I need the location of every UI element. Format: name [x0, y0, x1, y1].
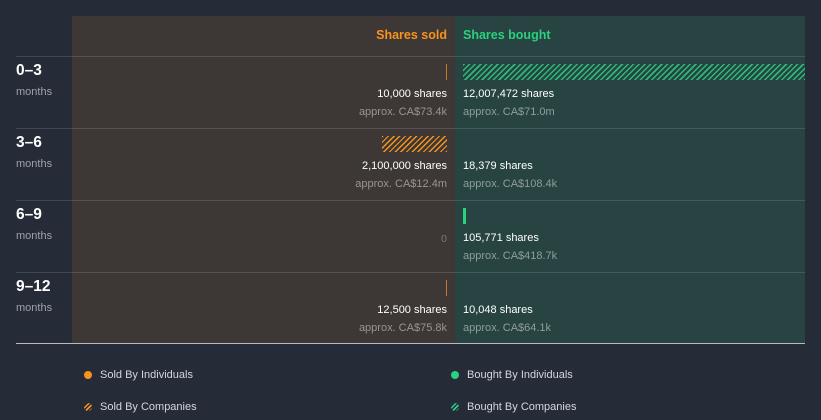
- bought-approx-value: approx. CA$108.4k: [463, 178, 558, 190]
- row-divider: [16, 200, 805, 201]
- period-unit: months: [16, 158, 53, 170]
- sold-bar-individuals[interactable]: [446, 64, 447, 80]
- shares-bought-header: Shares bought: [463, 28, 551, 42]
- green-dot-icon: [451, 371, 459, 379]
- period-row-3-6: 3–6 months 2,100,000 shares approx. CA$1…: [0, 128, 821, 200]
- bought-approx-value: approx. CA$71.0m: [463, 106, 555, 118]
- legend-label: Sold By Individuals: [100, 369, 193, 381]
- period-unit: months: [16, 302, 53, 314]
- bought-bar-individuals[interactable]: [463, 208, 466, 224]
- legend-bought-companies[interactable]: Bought By Companies: [451, 401, 576, 413]
- bought-bar-companies[interactable]: [463, 64, 805, 80]
- sold-bar-companies[interactable]: [382, 136, 447, 152]
- orange-dot-icon: [84, 371, 92, 379]
- green-hatch-icon: [451, 403, 459, 411]
- row-divider: [16, 272, 805, 273]
- legend-label: Bought By Companies: [467, 401, 577, 413]
- bought-shares-value: 12,007,472 shares: [463, 88, 555, 100]
- sold-shares-value: 12,500 shares: [377, 304, 447, 316]
- bought-approx-value: approx. CA$418.7k: [463, 250, 558, 262]
- period-unit: months: [16, 86, 53, 98]
- axis-baseline: [16, 343, 805, 344]
- legend-label: Bought By Individuals: [467, 369, 573, 381]
- period-label: 9–12: [16, 278, 51, 295]
- period-label: 3–6: [16, 134, 42, 151]
- bought-shares-value: 18,379 shares: [463, 160, 533, 172]
- orange-hatch-icon: [84, 403, 92, 411]
- sold-shares-value: 10,000 shares: [377, 88, 447, 100]
- period-label: 6–9: [16, 206, 42, 223]
- row-divider: [16, 56, 805, 57]
- period-label: 0–3: [16, 62, 42, 79]
- row-divider: [16, 128, 805, 129]
- sold-bar-individuals[interactable]: [446, 280, 447, 296]
- legend-sold-companies[interactable]: Sold By Companies: [84, 401, 197, 413]
- period-row-0-3: 0–3 months 10,000 shares approx. CA$73.4…: [0, 56, 821, 128]
- sold-approx-value: approx. CA$75.8k: [358, 322, 447, 334]
- period-row-9-12: 9–12 months 12,500 shares approx. CA$75.…: [0, 272, 821, 344]
- bought-shares-value: 105,771 shares: [463, 232, 539, 244]
- sold-approx-value: approx. CA$73.4k: [358, 106, 447, 118]
- sold-approx-value: approx. CA$12.4m: [355, 178, 447, 190]
- legend-sold-individuals[interactable]: Sold By Individuals: [84, 369, 193, 381]
- sold-zero-value: 0: [441, 233, 447, 245]
- bought-shares-value: 10,048 shares: [463, 304, 533, 316]
- period-unit: months: [16, 230, 53, 242]
- period-row-6-9: 6–9 months 0 105,771 shares approx. CA$4…: [0, 200, 821, 272]
- sold-shares-value: 2,100,000 shares: [361, 160, 447, 172]
- bought-approx-value: approx. CA$64.1k: [463, 322, 552, 334]
- shares-sold-header: Shares sold: [376, 28, 447, 42]
- sold-panel: [72, 16, 455, 343]
- legend-bought-individuals[interactable]: Bought By Individuals: [451, 369, 573, 381]
- legend-label: Sold By Companies: [100, 401, 197, 413]
